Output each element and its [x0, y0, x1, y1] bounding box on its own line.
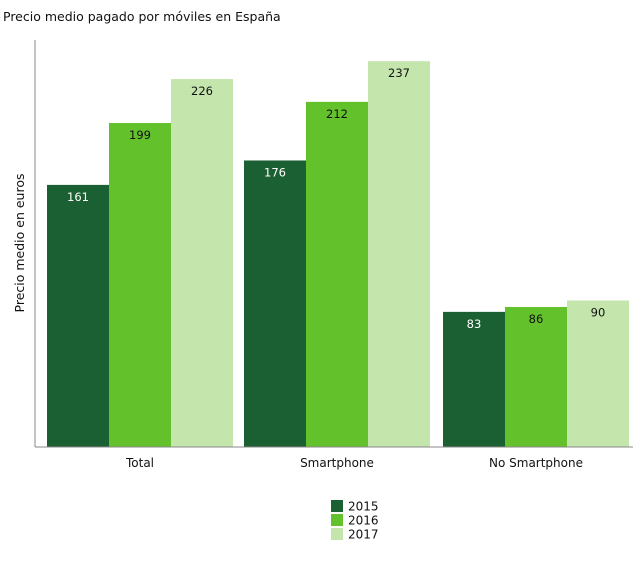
bar-2016-1	[306, 101, 368, 447]
category-label: No Smartphone	[489, 456, 583, 470]
bar-2015-2	[443, 311, 505, 447]
data-labels-layer: 161 199 226 176 212 237 83 86 90	[67, 66, 605, 331]
category-labels-layer: Total Smartphone No Smartphone	[125, 456, 583, 470]
bar-2016-0	[109, 123, 171, 447]
legend-label: 2015	[348, 500, 379, 514]
bar-value-label: 212	[326, 107, 348, 121]
bar-value-label: 226	[191, 84, 213, 98]
legend-label: 2017	[348, 528, 379, 542]
bar-2017-2	[567, 300, 629, 447]
bar-2015-0	[47, 184, 109, 447]
bar-2017-0	[171, 79, 233, 448]
category-label: Smartphone	[300, 456, 374, 470]
category-label: Total	[125, 456, 154, 470]
bar-value-label: 90	[591, 305, 606, 319]
bar-value-label: 237	[388, 66, 410, 80]
legend-label: 2016	[348, 514, 379, 528]
bar-value-label: 86	[529, 312, 544, 326]
bar-value-label: 176	[264, 165, 286, 179]
bars-layer	[47, 61, 629, 448]
bar-value-label: 83	[467, 317, 482, 331]
legend-swatch-2016	[331, 514, 343, 526]
bar-2016-2	[505, 306, 567, 447]
legend-swatch-2017	[331, 528, 343, 540]
bar-2015-1	[244, 160, 306, 448]
y-axis-label: Precio medio en euros	[12, 174, 27, 313]
bar-value-label: 199	[129, 128, 151, 142]
legend-swatch-2015	[331, 500, 343, 512]
bar-2017-1	[368, 61, 430, 447]
chart-title: Precio medio pagado por móviles en Españ…	[3, 9, 281, 24]
bar-value-label: 161	[67, 190, 89, 204]
